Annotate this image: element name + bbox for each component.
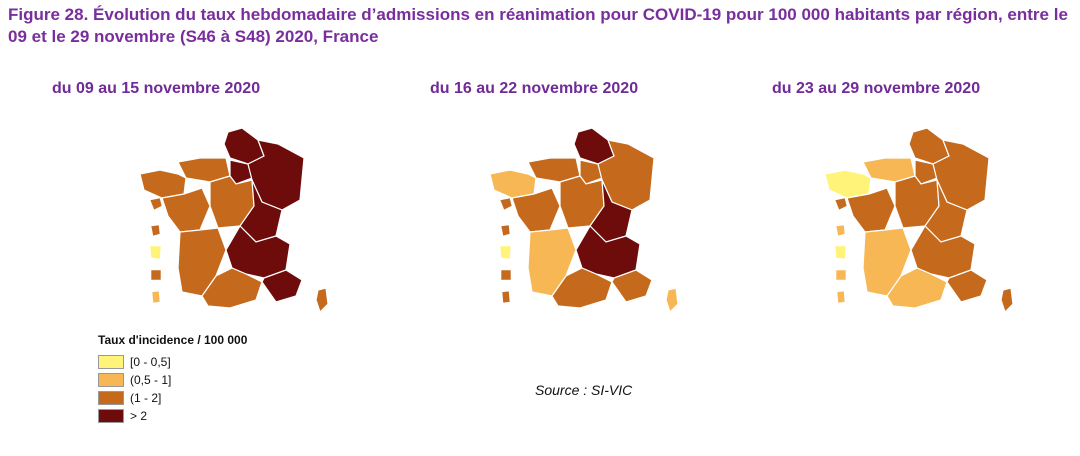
legend-item-3: > 2 xyxy=(98,407,247,425)
region-bretagne xyxy=(139,169,187,199)
france-map-week-47 xyxy=(400,118,720,318)
region-idf xyxy=(229,159,253,185)
region-paca xyxy=(261,269,303,303)
region-pdl xyxy=(511,187,561,233)
map-svg xyxy=(139,127,329,314)
legend-swatch-2 xyxy=(98,391,124,405)
region-guyane xyxy=(499,245,512,260)
region-idf xyxy=(914,159,938,185)
legend-label-3: > 2 xyxy=(130,409,148,423)
region-guyane xyxy=(834,245,847,260)
map-svg xyxy=(824,127,1014,314)
map-svg xyxy=(489,127,679,314)
legend-item-0: [0 - 0,5] xyxy=(98,353,247,371)
region-paca xyxy=(611,269,653,303)
legend-label-2: (1 - 2] xyxy=(130,391,162,405)
region-mayotte xyxy=(501,290,511,304)
france-map-week-46 xyxy=(50,118,370,318)
region-mayotte xyxy=(151,290,161,304)
region-martinique xyxy=(500,224,511,237)
region-paca xyxy=(946,269,988,303)
map-period-title-1: du 09 au 15 novembre 2020 xyxy=(52,80,261,97)
legend-item-2: (1 - 2] xyxy=(98,389,247,407)
region-guadeloupe xyxy=(834,197,848,211)
source-note: Source : SI-VIC xyxy=(535,382,633,398)
region-guadeloupe xyxy=(499,197,513,211)
region-guyane xyxy=(149,245,162,260)
legend-label-1: (0,5 - 1] xyxy=(130,373,172,387)
legend-swatch-3 xyxy=(98,409,124,423)
region-corse xyxy=(1000,287,1014,314)
region-reunion xyxy=(500,269,512,281)
legend-title: Taux d'incidence / 100 000 xyxy=(98,333,248,347)
region-reunion xyxy=(150,269,162,281)
region-corse xyxy=(665,287,679,314)
region-martinique xyxy=(835,224,846,237)
region-reunion xyxy=(835,269,847,281)
region-guadeloupe xyxy=(149,197,163,211)
region-idf xyxy=(579,159,603,185)
region-mayotte xyxy=(836,290,846,304)
region-corse xyxy=(315,287,329,314)
legend-swatch-1 xyxy=(98,373,124,387)
region-bretagne xyxy=(489,169,537,199)
legend-swatch-0 xyxy=(98,355,124,369)
region-pdl xyxy=(846,187,896,233)
legend: Taux d'incidence / 100 000 [0 - 0,5] (0,… xyxy=(98,333,247,425)
legend-label-0: [0 - 0,5] xyxy=(130,355,171,369)
region-martinique xyxy=(150,224,161,237)
france-map-week-48 xyxy=(735,118,1055,318)
map-period-title-3: du 23 au 29 novembre 2020 xyxy=(772,80,981,97)
legend-item-1: (0,5 - 1] xyxy=(98,371,247,389)
map-period-title-2: du 16 au 22 novembre 2020 xyxy=(430,80,639,97)
figure-title: Figure 28. Évolution du taux hebdomadair… xyxy=(8,5,1068,46)
region-bretagne xyxy=(824,169,872,199)
region-pdl xyxy=(161,187,211,233)
